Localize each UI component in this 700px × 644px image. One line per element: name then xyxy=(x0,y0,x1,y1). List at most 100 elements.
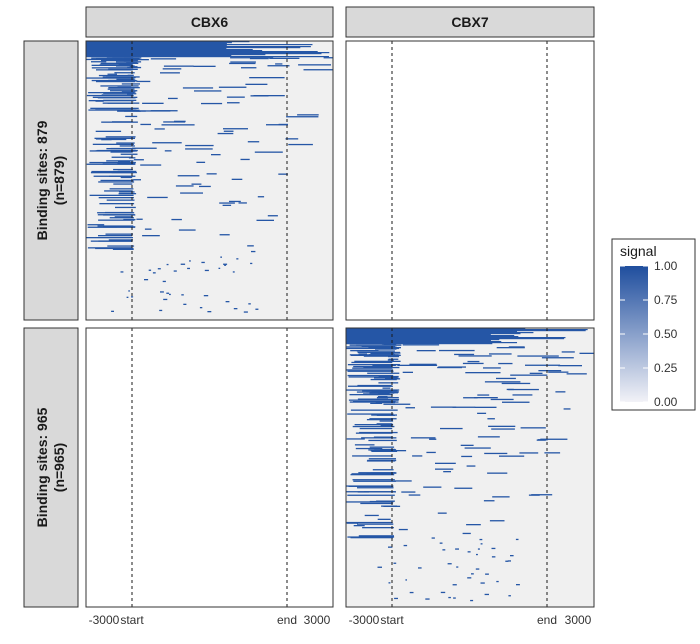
signal-segment xyxy=(496,347,525,349)
signal-segment xyxy=(106,160,134,162)
signal-segment xyxy=(346,339,500,341)
signal-segment xyxy=(403,544,408,547)
signal-segment xyxy=(131,296,134,298)
signal-segment xyxy=(275,63,283,65)
signal-segment xyxy=(204,269,209,272)
signal-segment xyxy=(86,52,330,54)
signal-segment xyxy=(372,364,396,366)
signal-segment xyxy=(191,183,202,185)
signal-segment xyxy=(374,449,397,451)
signal-segment xyxy=(371,450,398,452)
signal-segment xyxy=(173,270,177,272)
signal-segment xyxy=(346,336,519,338)
signal-segment xyxy=(537,439,548,441)
signal-segment xyxy=(323,57,333,59)
signal-segment xyxy=(466,465,476,467)
signal-segment xyxy=(370,378,397,381)
signal-segment xyxy=(447,563,452,565)
signal-segment xyxy=(475,568,480,570)
signal-segment xyxy=(361,346,396,348)
signal-segment xyxy=(95,100,104,102)
signal-segment xyxy=(161,124,195,126)
signal-segment xyxy=(267,215,278,217)
signal-segment xyxy=(372,469,394,471)
signal-segment xyxy=(579,352,594,354)
signal-segment xyxy=(349,394,393,396)
signal-segment xyxy=(109,175,133,177)
signal-segment xyxy=(357,351,400,354)
signal-segment xyxy=(382,387,391,389)
signal-segment xyxy=(431,537,435,539)
signal-segment xyxy=(387,359,394,361)
signal-segment xyxy=(369,392,398,394)
x-tick-label: start xyxy=(120,613,144,627)
signal-segment xyxy=(86,56,329,58)
signal-segment xyxy=(563,408,571,410)
signal-segment xyxy=(455,548,459,550)
signal-segment xyxy=(347,370,394,372)
signal-segment xyxy=(125,115,138,118)
signal-segment xyxy=(348,485,394,487)
signal-segment xyxy=(225,301,230,303)
x-tick-label: -3000 xyxy=(349,613,380,627)
signal-segment xyxy=(171,218,182,221)
signal-segment xyxy=(91,67,134,69)
signal-segment xyxy=(378,382,399,384)
signal-segment xyxy=(429,438,437,440)
signal-segment xyxy=(507,560,511,562)
signal-segment xyxy=(247,141,260,143)
signal-segment xyxy=(181,294,184,296)
signal-segment xyxy=(355,447,383,450)
legend-tick-label: 1.00 xyxy=(654,259,678,273)
signal-segment xyxy=(97,214,135,216)
signal-segment xyxy=(206,173,217,175)
signal-segment xyxy=(346,340,491,342)
signal-segment xyxy=(144,279,149,281)
signal-segment xyxy=(256,219,274,221)
signal-segment xyxy=(116,61,142,63)
signal-segment xyxy=(510,374,548,376)
signal-segment xyxy=(108,239,133,241)
signal-segment xyxy=(346,369,394,371)
signal-segment xyxy=(347,374,394,377)
signal-segment xyxy=(416,350,436,352)
signal-segment xyxy=(110,147,133,150)
signal-segment xyxy=(140,164,162,166)
signal-segment xyxy=(107,88,135,90)
signal-segment xyxy=(92,143,134,145)
column-strip-cbx6: CBX6 xyxy=(85,6,334,38)
signal-segment xyxy=(512,394,533,396)
signal-segment xyxy=(519,452,539,454)
signal-segment xyxy=(180,263,186,265)
signal-segment xyxy=(240,158,250,161)
signal-segment xyxy=(95,150,136,152)
signal-segment xyxy=(460,444,474,446)
signal-segment xyxy=(88,92,135,94)
signal-segment xyxy=(499,455,525,457)
signal-segment xyxy=(100,85,139,87)
signal-segment xyxy=(249,77,285,79)
signal-segment xyxy=(219,234,230,236)
signal-segment xyxy=(352,425,395,428)
signal-segment xyxy=(288,143,313,146)
signal-segment xyxy=(350,409,398,411)
signal-segment xyxy=(354,444,375,446)
signal-segment xyxy=(113,168,133,171)
signal-segment xyxy=(474,397,498,399)
x-tick-label: end xyxy=(277,613,297,627)
signal-segment xyxy=(462,362,484,365)
legend-tick-label: 0.75 xyxy=(654,293,678,307)
signal-segment xyxy=(126,296,129,298)
signal-segment xyxy=(346,331,518,333)
signal-segment xyxy=(477,436,500,438)
signal-segment xyxy=(538,370,562,372)
signal-segment xyxy=(476,553,478,556)
signal-segment xyxy=(162,68,182,70)
signal-segment xyxy=(148,269,152,271)
row-label-879-line2: (n=879) xyxy=(51,156,67,205)
signal-segment xyxy=(346,333,521,335)
signal-segment xyxy=(364,514,379,517)
signal-segment xyxy=(347,536,395,538)
signal-segment xyxy=(369,500,394,503)
